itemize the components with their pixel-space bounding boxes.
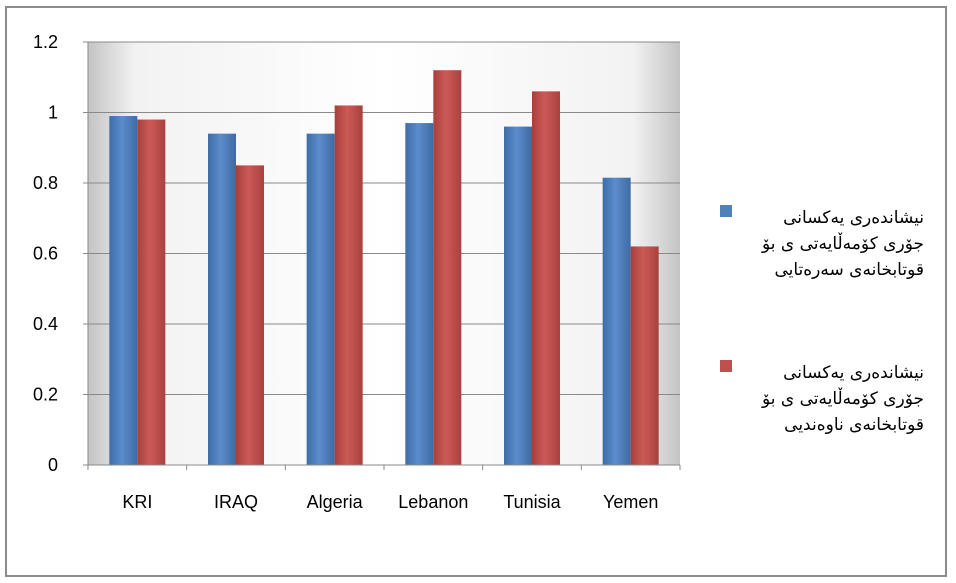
y-tick-label: 1 xyxy=(48,103,58,123)
bar-secondary xyxy=(532,91,560,465)
x-tick-label: Tunisia xyxy=(503,492,561,512)
bar-secondary xyxy=(334,105,363,465)
y-tick-label: 0 xyxy=(48,455,58,475)
legend-label-line: جۆری کۆمەڵایەتی ی بۆ xyxy=(761,234,924,254)
legend-label-line: جۆری کۆمەڵایەتی ی بۆ xyxy=(761,389,924,409)
bar-primary xyxy=(405,123,434,465)
bar-primary xyxy=(208,133,236,465)
legend-label-secondary: نیشاندەری یەکسانی جۆری کۆمەڵایەتی ی بۆ ق… xyxy=(712,360,924,438)
x-tick-label: KRI xyxy=(122,492,152,512)
bar-secondary xyxy=(433,70,462,465)
x-tick-label: Yemen xyxy=(603,492,658,512)
y-tick-label: 0.2 xyxy=(33,385,58,405)
y-tick-label: 0.4 xyxy=(33,314,58,334)
legend-swatch-secondary xyxy=(720,360,732,372)
x-tick-label: IRAQ xyxy=(214,492,258,512)
legend-label-line: نیشاندەری یەکسانی xyxy=(783,363,924,383)
x-tick-label: Algeria xyxy=(307,492,364,512)
bar-primary xyxy=(504,126,532,465)
x-tick-label: Lebanon xyxy=(398,492,468,512)
legend-label-line: قوتابخانەی سەرەتایی xyxy=(774,260,924,280)
legend-swatch-primary xyxy=(720,205,732,217)
legend-label-line: نیشاندەری یەکسانی xyxy=(783,208,924,228)
bar-primary xyxy=(306,133,335,465)
legend-label-primary: نیشاندەری یەکسانی جۆری کۆمەڵایەتی ی بۆ ق… xyxy=(712,205,924,283)
bar-secondary xyxy=(630,246,659,465)
y-tick-label: 0.6 xyxy=(33,244,58,264)
bar-primary xyxy=(602,177,631,465)
bar-secondary xyxy=(236,165,264,465)
y-tick-label: 1.2 xyxy=(33,32,58,52)
legend-label-line: قوتابخانەی ناوەندیی xyxy=(784,415,924,435)
bar-primary xyxy=(109,116,138,466)
bar-secondary xyxy=(137,119,166,466)
y-tick-label: 0.8 xyxy=(33,173,58,193)
